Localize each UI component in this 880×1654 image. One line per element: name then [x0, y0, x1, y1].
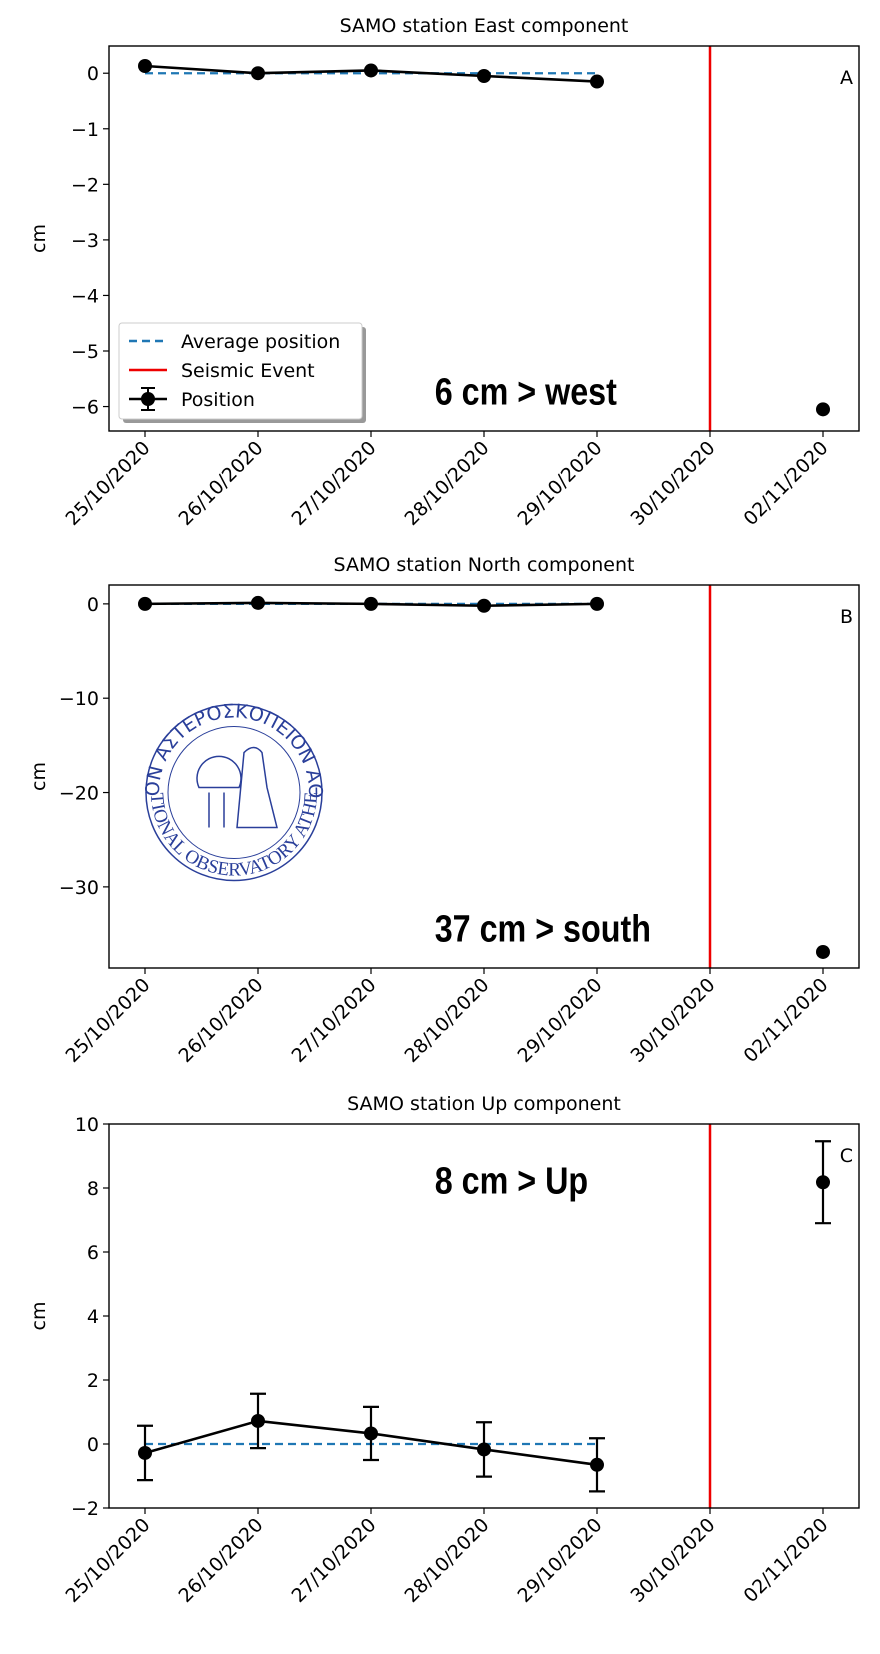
- x-tick-label: 25/10/2020: [62, 974, 155, 1067]
- legend-label: Average position: [181, 331, 340, 353]
- panel: SAMO station Up component cm −2 0 2 4 6 8 10 25/1…: [28, 1093, 860, 1607]
- y-tick-label: 8: [87, 1178, 99, 1200]
- position-point: [251, 66, 265, 81]
- x-tick-label: 02/11/2020: [740, 1514, 833, 1607]
- annotation: 6 cm > west: [435, 371, 617, 413]
- panel-label: C: [840, 1145, 853, 1167]
- x-tick-label: 02/11/2020: [740, 974, 833, 1067]
- x-tick-label: 30/10/2020: [627, 437, 720, 530]
- logo-figure: [196, 746, 278, 829]
- y-tick-label: −5: [71, 341, 99, 363]
- x-tick-label: 28/10/2020: [401, 437, 494, 530]
- position-line: [145, 603, 823, 952]
- y-tick-label: −4: [71, 285, 99, 307]
- x-tick-label: 29/10/2020: [514, 974, 607, 1067]
- y-tick-label: 4: [87, 1306, 99, 1328]
- y-tick-label: 10: [75, 1114, 99, 1136]
- position-point: [364, 596, 378, 611]
- chart-title: SAMO station Up component: [347, 1093, 621, 1115]
- y-tick-label: 0: [87, 1434, 99, 1456]
- legend-label: Position: [181, 389, 255, 411]
- legend-errorbar: [141, 387, 155, 411]
- y-tick-label: 6: [87, 1242, 99, 1264]
- position-point: [590, 596, 604, 611]
- position-point: [477, 598, 491, 613]
- x-tick-label: 25/10/2020: [62, 437, 155, 530]
- x-tick-label: 30/10/2020: [627, 974, 720, 1067]
- y-tick-label: 2: [87, 1370, 99, 1392]
- plot-frame: [108, 584, 860, 969]
- x-tick-label: 26/10/2020: [175, 974, 268, 1067]
- y-tick-label: −30: [59, 877, 99, 899]
- chart-title: SAMO station East component: [340, 15, 629, 37]
- position-point: [477, 1442, 491, 1457]
- y-tick-label: 0: [87, 594, 99, 616]
- x-tick-label: 29/10/2020: [514, 437, 607, 530]
- x-tick-label: 28/10/2020: [401, 1514, 494, 1607]
- position-point: [590, 1457, 604, 1472]
- panel: SAMO station East component cm −6 −5 −4 −3 −2 −…: [28, 15, 860, 530]
- annotation: 8 cm > Up: [435, 1160, 588, 1202]
- x-tick-label: 26/10/2020: [175, 1514, 268, 1607]
- position-point: [251, 1413, 265, 1428]
- position-point: [816, 944, 830, 959]
- panel-label: B: [840, 606, 853, 628]
- position-point: [590, 74, 604, 89]
- logo-ring: [167, 726, 301, 860]
- x-tick-label: 28/10/2020: [401, 974, 494, 1067]
- y-tick-label: −20: [59, 783, 99, 805]
- y-tick-label: 0: [87, 63, 99, 85]
- y-axis-label: cm: [28, 762, 50, 791]
- x-tick-label: 27/10/2020: [288, 437, 381, 530]
- panel: SAMO station North componentcm−30−20−100…: [0, 0, 860, 1067]
- y-axis-label: cm: [28, 224, 50, 253]
- chart-title: SAMO station North component: [334, 554, 635, 576]
- logo-ring: [145, 703, 323, 882]
- y-tick-label: −10: [59, 688, 99, 710]
- position-point: [477, 69, 491, 83]
- y-tick-label: −2: [71, 1498, 99, 1520]
- y-tick-label: −2: [71, 174, 99, 196]
- y-tick-label: −6: [71, 397, 99, 419]
- x-tick-label: 26/10/2020: [175, 437, 268, 530]
- x-tick-label: 30/10/2020: [627, 1514, 720, 1607]
- plot-frame: [108, 1123, 860, 1509]
- y-tick-label: −3: [71, 230, 99, 252]
- x-tick-label: 29/10/2020: [514, 1514, 607, 1607]
- x-tick-label: 27/10/2020: [288, 974, 381, 1067]
- position-point: [138, 59, 152, 73]
- x-tick-label: 27/10/2020: [288, 1514, 381, 1607]
- legend-label: Seismic Event: [181, 360, 315, 382]
- position-point: [816, 402, 830, 417]
- position-point: [364, 1426, 378, 1441]
- panel-label: A: [840, 67, 853, 89]
- x-tick-label: 02/11/2020: [740, 437, 833, 530]
- x-tick-label: 25/10/2020: [62, 1514, 155, 1607]
- annotation: 37 cm > south: [435, 908, 651, 950]
- position-point: [138, 1445, 152, 1460]
- legend-box: [118, 322, 363, 420]
- plot-frame: [108, 45, 860, 432]
- position-point: [138, 596, 152, 611]
- y-axis-label: cm: [28, 1302, 50, 1331]
- y-tick-label: −1: [71, 119, 99, 141]
- position-point: [364, 63, 378, 78]
- position-point: [251, 595, 265, 610]
- position-point: [816, 1175, 830, 1190]
